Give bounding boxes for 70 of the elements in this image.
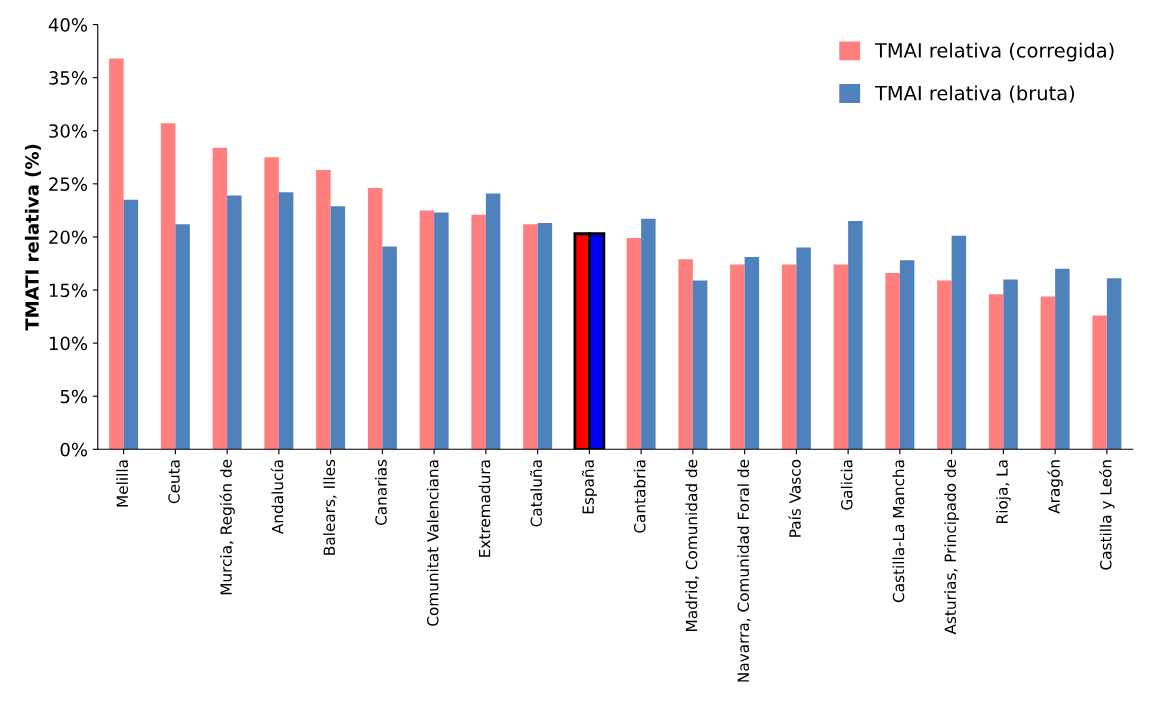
y-tick-label: 20% (49, 230, 88, 245)
bar (109, 58, 124, 450)
y-tick-label: 25% (49, 177, 88, 191)
legend-label: TMAI relativa (corregida) (874, 42, 1114, 62)
y-tick-label: 30% (49, 124, 88, 138)
x-tick-label: País Vasco (788, 459, 801, 537)
bar (523, 224, 538, 450)
bar (485, 193, 501, 450)
y-tick-label: 5% (60, 389, 88, 404)
bar (1055, 268, 1070, 450)
bar (951, 235, 967, 450)
x-tick-label: Castilla-La Mancha (892, 460, 905, 603)
bar (692, 280, 708, 450)
bar (330, 206, 346, 450)
bar (212, 147, 228, 450)
y-tick-label: 0% (60, 442, 88, 457)
x-tick-label: Canarias (374, 459, 387, 526)
bar (316, 170, 331, 450)
bar (833, 264, 849, 450)
bar (278, 192, 294, 450)
x-tick-label: Cantabria (633, 460, 646, 533)
y-tick-label: 10% (49, 336, 88, 351)
bar (988, 294, 1004, 450)
bar (175, 224, 190, 450)
bar (1040, 296, 1056, 450)
x-tick-label: Rioja, La (995, 460, 1011, 523)
bar (641, 218, 656, 450)
x-tick-label: Melilla (116, 460, 129, 507)
x-tick-label: Castilla y León (1099, 460, 1115, 570)
bar (123, 199, 139, 450)
x-tick-label: Extremadura (478, 460, 491, 557)
legend-label: TMAI relativa (bruta) (874, 85, 1075, 103)
x-tick-label: Navarra, Comunidad Foral de (737, 459, 751, 682)
x-tick-label: Murcia, Región de (219, 459, 235, 595)
x-tick-label: España (581, 460, 597, 514)
bar (227, 195, 242, 450)
bar (537, 223, 553, 450)
x-tick-label: Andalucía (270, 460, 284, 535)
bar (937, 280, 952, 450)
bar (367, 188, 383, 450)
y-tick-label: 35% (49, 71, 88, 85)
bar (1106, 278, 1122, 450)
bar (419, 210, 435, 450)
bar (1092, 315, 1107, 450)
bar (899, 260, 915, 450)
bar (626, 237, 642, 450)
bar (730, 264, 745, 450)
bar (744, 257, 760, 450)
bar (848, 221, 863, 450)
x-tick-label: Comunitat Valenciana (426, 460, 439, 626)
bar (434, 212, 449, 450)
bar (160, 123, 176, 450)
bar (885, 273, 900, 450)
bar (382, 246, 397, 450)
x-tick-label: Cataluña (529, 460, 543, 527)
bar (796, 247, 811, 450)
x-tick-label: Asturias, Principado de (944, 459, 960, 635)
bar (781, 264, 797, 450)
x-tick-label: Ceuta (168, 460, 180, 504)
x-tick-label: Balears, Illes (323, 459, 337, 555)
x-tick-label: Aragón (1047, 460, 1063, 514)
y-axis-title: TMATI relativa (%) (24, 144, 41, 331)
y-tick-label: 40% (48, 18, 88, 32)
x-tick-label: Madrid, Comunidad de (685, 459, 699, 631)
y-tick-label: 15% (49, 283, 88, 298)
bar (264, 157, 279, 450)
bar (678, 259, 693, 450)
bar (471, 214, 486, 450)
bar (1003, 279, 1018, 450)
x-tick-label: Galicia (840, 460, 853, 510)
